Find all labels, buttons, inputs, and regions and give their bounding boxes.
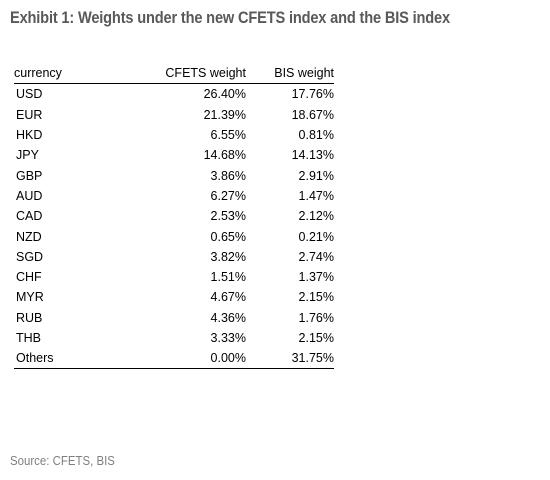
cell-bis-weight: 31.75% [246, 348, 334, 370]
cell-bis-weight: 2.74% [298, 249, 334, 264]
cell-bis-weight: 2.12% [298, 209, 334, 224]
cell-currency: GBP [16, 168, 43, 183]
table-row: THB 3.33% 2.15% [14, 328, 334, 348]
table-row: CAD 2.53% 2.12% [14, 206, 334, 226]
weights-table-container: currency CFETS weight BIS weight USD 26.4… [14, 63, 334, 370]
table-row: AUD 6.27% 1.47% [14, 186, 334, 206]
cell-cfets-weight: 26.40% [203, 87, 246, 102]
header-currency: currency [14, 63, 134, 85]
cell-cfets-weight: 6.55% [210, 128, 246, 143]
cell-currency: CHF [16, 270, 42, 285]
cell-currency: JPY [16, 148, 39, 163]
cell-currency: RUB [16, 310, 43, 325]
table-row: EUR 21.39% 18.67% [14, 105, 334, 125]
cell-bis-weight: 1.76% [298, 310, 334, 325]
table-row: Others 0.00% 31.75% [14, 348, 334, 370]
cell-currency: AUD [16, 188, 43, 203]
cell-bis-weight: 1.37% [298, 270, 334, 285]
cell-bis-weight: 2.15% [298, 290, 334, 305]
table-row: NZD 0.65% 0.21% [14, 226, 334, 246]
cell-bis-weight: 14.13% [291, 148, 334, 163]
cell-cfets-weight: 1.51% [210, 270, 246, 285]
cell-currency: CAD [16, 209, 43, 224]
cell-cfets-weight: 21.39% [203, 107, 246, 122]
header-bis-weight: BIS weight [246, 63, 334, 85]
weights-table: currency CFETS weight BIS weight USD 26.4… [14, 63, 334, 370]
table-body: USD 26.40% 17.76% EUR 21.39% 18.67% HKD 6.55% 0.… [14, 84, 334, 370]
table-header-row: currency CFETS weight BIS weight [14, 63, 334, 85]
cell-cfets-weight: 14.68% [203, 148, 246, 163]
cell-cfets-weight: 0.65% [210, 229, 246, 244]
cell-currency: HKD [16, 128, 43, 143]
cell-bis-weight: 17.76% [291, 87, 334, 102]
source-note: Source: CFETS, BIS [10, 453, 115, 468]
cell-cfets-weight: 4.36% [210, 310, 246, 325]
cell-cfets-weight: 6.27% [210, 188, 246, 203]
cell-cfets-weight: 3.82% [210, 249, 246, 264]
table-row: HKD 6.55% 0.81% [14, 125, 334, 145]
cell-cfets-weight: 4.67% [210, 290, 246, 305]
table-row: USD 26.40% 17.76% [14, 84, 334, 105]
table-row: GBP 3.86% 2.91% [14, 165, 334, 185]
cell-cfets-weight: 3.33% [210, 331, 246, 345]
cell-bis-weight: 0.81% [298, 128, 334, 143]
table-row: RUB 4.36% 1.76% [14, 308, 334, 328]
cell-currency: EUR [16, 107, 43, 122]
cell-currency: Others [14, 348, 134, 370]
cell-cfets-weight: 3.86% [210, 168, 246, 183]
header-cfets-weight: CFETS weight [134, 63, 246, 85]
cell-currency: USD [16, 87, 43, 102]
cell-cfets-weight: 2.53% [210, 209, 246, 224]
cell-bis-weight: 2.15% [298, 331, 334, 345]
exhibit-title: Exhibit 1: Weights under the new CFETS i… [10, 8, 450, 27]
table-row: SGD 3.82% 2.74% [14, 247, 334, 267]
cell-currency: NZD [16, 229, 42, 244]
cell-bis-weight: 2.91% [298, 168, 334, 183]
cell-currency: THB [16, 331, 41, 345]
cell-currency: MYR [16, 290, 44, 305]
table-row: CHF 1.51% 1.37% [14, 267, 334, 287]
cell-currency: SGD [16, 249, 44, 264]
table-row: JPY 14.68% 14.13% [14, 145, 334, 165]
cell-bis-weight: 1.47% [298, 188, 334, 203]
cell-bis-weight: 0.21% [298, 229, 334, 244]
cell-cfets-weight: 0.00% [134, 348, 246, 370]
table-row: MYR 4.67% 2.15% [14, 287, 334, 307]
cell-bis-weight: 18.67% [291, 107, 334, 122]
